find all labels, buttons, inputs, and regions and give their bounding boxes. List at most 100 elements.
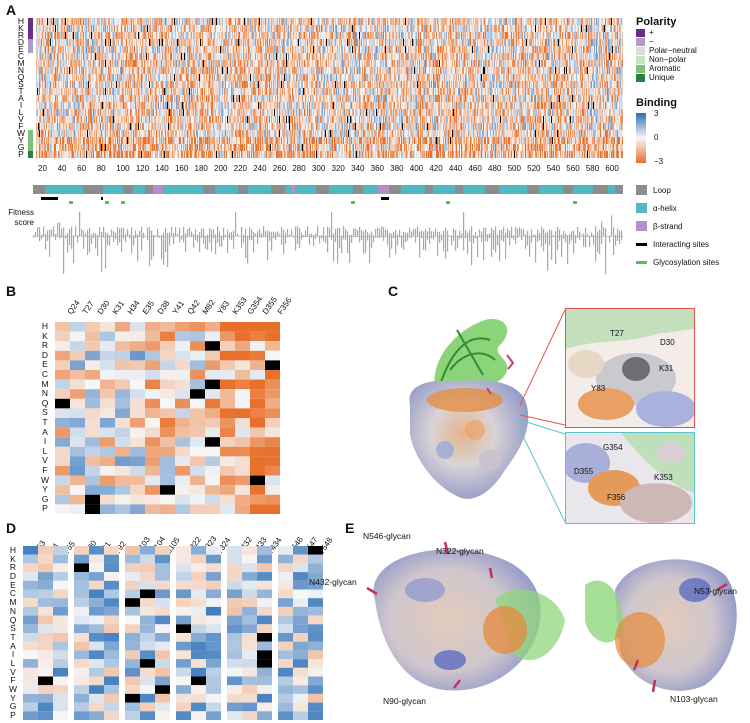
secondary-structure-track xyxy=(33,185,623,204)
binding-tick-mid: 0 xyxy=(654,133,659,142)
structure-legend-label: β-strand xyxy=(653,221,683,231)
b-row-label-f: F xyxy=(42,464,48,475)
structure-loop-segment xyxy=(615,185,623,194)
interacting-site-mark xyxy=(41,197,58,200)
polarity-legend-item: Polar−neutral xyxy=(636,46,746,55)
a-row-label-e: E xyxy=(18,44,24,54)
structure-loop-segment xyxy=(485,185,499,194)
a-row-label-n: N xyxy=(17,65,25,75)
b-row-label-r: R xyxy=(41,340,49,351)
b-col-label-q42: Q42 xyxy=(185,298,202,316)
label-n432-glycan: N432-glycan xyxy=(309,577,357,587)
structure-loop-segment xyxy=(83,185,103,194)
structure-legend: Loop α-helix β-strand Interacting sites Glyc… xyxy=(636,181,750,271)
zoom-label-g354: G354 xyxy=(603,443,623,452)
b-row-label-a: A xyxy=(42,426,48,437)
label-n53-glycan: N53-glycan xyxy=(694,586,737,596)
a-row-label-h: H xyxy=(17,16,25,26)
structure-legend-label: Glycosylation sites xyxy=(653,257,720,267)
binding-tick-min: −3 xyxy=(654,157,664,166)
x-tick-20: 20 xyxy=(38,164,47,173)
structure-loop-segment xyxy=(203,185,215,194)
b-row-label-d: D xyxy=(41,349,49,360)
d-row-label-w: W xyxy=(8,684,18,694)
label-n103-glycan: N103-glycan xyxy=(670,694,718,704)
structure-loop-segment xyxy=(425,185,433,194)
x-tick-240: 240 xyxy=(253,164,267,173)
structure-loop-segment xyxy=(145,185,158,194)
b-row-label-n: N xyxy=(41,388,49,399)
b-row-label-e: E xyxy=(42,359,48,370)
polarity-legend-label: + xyxy=(649,28,654,37)
zoom-label-k353: K353 xyxy=(654,473,673,482)
structure-strand-segment xyxy=(291,185,295,194)
structure-loop-segment xyxy=(388,185,401,194)
a-row-label-m: M xyxy=(17,58,25,68)
structure-loop-segment xyxy=(353,185,363,194)
d-row-label-v: V xyxy=(10,666,16,677)
x-tick-100: 100 xyxy=(116,164,130,173)
interface-residue-heatmap xyxy=(55,322,280,514)
b-col-label-q24: Q24 xyxy=(65,298,82,316)
x-tick-40: 40 xyxy=(57,164,67,173)
x-tick-600: 600 xyxy=(605,164,619,173)
structure-swatch xyxy=(636,221,647,231)
structure-swatch xyxy=(636,242,647,246)
b-col-label-h34: H34 xyxy=(125,298,142,316)
fitness-axis-label: Fitness score xyxy=(0,208,34,228)
panel-b-letter: B xyxy=(6,283,17,299)
structure-swatch xyxy=(636,260,647,264)
heatmap-a-x-axis: 20 40 60 80 100 120 140 160 180 200 220 240 260 280 30… xyxy=(36,164,623,176)
d-row-label-g: G xyxy=(9,701,17,712)
x-tick-60: 60 xyxy=(77,164,87,173)
x-tick-420: 420 xyxy=(429,164,443,173)
b-col-label-y41: Y41 xyxy=(170,299,187,316)
structure-loop-segment xyxy=(527,185,539,194)
a-row-label-d: D xyxy=(17,37,25,47)
b-col-label-d38: D38 xyxy=(155,298,172,316)
x-tick-440: 440 xyxy=(448,164,463,173)
d-row-label-a: A xyxy=(10,640,16,651)
b-row-label-g: G xyxy=(41,493,49,504)
b-row-label-y: Y xyxy=(42,484,48,495)
d-row-label-k: K xyxy=(10,553,16,564)
d-row-label-i: I xyxy=(11,649,15,660)
b-col-label-g354: G354 xyxy=(245,294,265,316)
polarity-swatch xyxy=(636,55,645,64)
d-row-label-s: S xyxy=(10,623,16,634)
x-tick-320: 320 xyxy=(331,164,345,173)
x-tick-480: 480 xyxy=(488,164,502,173)
structure-loop-segment xyxy=(593,185,608,194)
a-row-label-w: W xyxy=(16,128,26,138)
b-row-label-s: S xyxy=(42,407,48,418)
a-row-label-q: Q xyxy=(17,72,25,82)
polarity-swatch xyxy=(636,46,645,55)
x-tick-300: 300 xyxy=(311,164,326,173)
heatmap-b-column-labels: Q24 T27 D30 K31 H34 E35 D38 Y41 Q42 M82 Y83 K353 G35… xyxy=(56,280,326,320)
structure-strand-segment xyxy=(378,185,385,194)
structure-swatch xyxy=(636,203,647,213)
zoom-label-t27: T27 xyxy=(610,329,624,338)
b-col-label-e35: E35 xyxy=(140,299,157,316)
structure-legend-item: Interacting sites xyxy=(636,235,750,253)
complex-structure-render xyxy=(409,319,529,499)
a-row-label-y: Y xyxy=(18,135,24,145)
a-row-label-v: V xyxy=(18,114,24,124)
x-tick-400: 400 xyxy=(409,164,424,173)
d-row-label-y: Y xyxy=(10,692,16,703)
b-row-label-i: I xyxy=(43,436,47,447)
x-tick-520: 520 xyxy=(527,164,541,173)
b-col-label-t27: T27 xyxy=(80,299,96,316)
b-row-label-m: M xyxy=(41,378,49,389)
polarity-swatch xyxy=(636,37,645,46)
zoom-box-top: T27 D30 K31 Y83 xyxy=(565,308,695,428)
x-tick-180: 180 xyxy=(194,164,208,173)
polarity-legend-item: Unique xyxy=(636,73,746,82)
a-row-label-c: C xyxy=(17,51,25,61)
polarity-swatch xyxy=(636,28,645,37)
d-row-label-c: C xyxy=(9,588,17,599)
x-tick-500: 500 xyxy=(507,164,521,173)
glycosylation-site-mark xyxy=(573,201,577,204)
label-n90-glycan: N90-glycan xyxy=(383,696,426,706)
